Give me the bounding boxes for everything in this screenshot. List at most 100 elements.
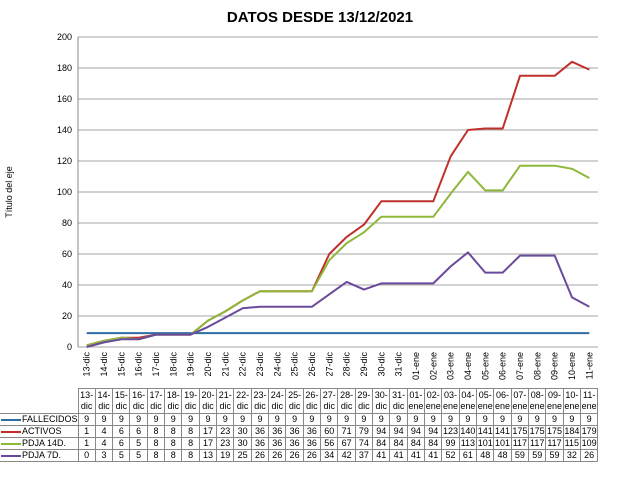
table-cell: 61 [458, 449, 478, 462]
legend-label: ACTIVOS [22, 426, 62, 437]
table-cell: 84 [424, 437, 443, 450]
table-cell: 113 [458, 437, 478, 450]
table-cell: 8 [146, 425, 166, 438]
table-cell: 9 [441, 413, 460, 426]
table-cell: 117 [528, 437, 547, 450]
table-cell: 84 [389, 437, 408, 450]
table-cell: 9 [424, 413, 443, 426]
table-cell: 1 [77, 437, 96, 450]
x-tick-label: 25-dic [290, 352, 300, 377]
table-cell: 36 [268, 425, 287, 438]
table-cell: 09-ene [545, 388, 564, 414]
table-cell: 9 [458, 413, 478, 426]
table-row: PDJA 7D. 0 3 5 5 8 8 8 13 19 25 26 26 26 26 34 42 37 41 41 4… [0, 449, 599, 462]
x-tick-label: 30-dic [376, 352, 386, 377]
table-cell: 08-ene [528, 388, 547, 414]
legend-label: FALLECIDOS [22, 414, 78, 425]
table-cell: 123 [441, 425, 460, 438]
table-cell: 36 [302, 437, 322, 450]
table-cell: 26 [302, 449, 322, 462]
table-cell: 5 [129, 449, 148, 462]
table-cell: 9 [250, 413, 270, 426]
table-cell: 17 [198, 425, 218, 438]
table-cell: 31-dic [389, 388, 408, 414]
x-tick-label: 20-dic [203, 352, 213, 377]
table-cell: 36 [285, 437, 304, 450]
table-cell: 56 [320, 437, 339, 450]
legend-swatch [1, 442, 21, 445]
table-cell: 28-dic [337, 388, 356, 414]
table-cell: 41 [389, 449, 408, 462]
table-cell: 94 [424, 425, 443, 438]
table-cell: 42 [337, 449, 356, 462]
table-cell: 9 [354, 413, 374, 426]
y-tick-label: 100 [57, 187, 72, 197]
y-tick-label: 40 [62, 280, 72, 290]
table-cell: 94 [389, 425, 408, 438]
table-cell: 9 [476, 413, 495, 426]
table-cell: 8 [164, 449, 183, 462]
table-cell: 41 [372, 449, 391, 462]
x-tick-label: 21-dic [220, 352, 230, 377]
table-cell: 9 [389, 413, 408, 426]
table-cell: 16-dic [129, 388, 148, 414]
x-tick-label: 02-ene [428, 352, 438, 380]
table-cell: 9 [528, 413, 547, 426]
x-tick-label: 24-dic [272, 352, 282, 377]
table-cell: 25-dic [285, 388, 304, 414]
table-cell: 117 [510, 437, 530, 450]
table-cell: 11-ene [580, 388, 599, 414]
x-tick-label: 01-ene [411, 352, 421, 380]
table-cell: 9 [493, 413, 512, 426]
table-cell: 41 [406, 449, 426, 462]
y-tick-label: 200 [57, 32, 72, 42]
table-cell: 6 [129, 425, 148, 438]
table-cell: 48 [476, 449, 495, 462]
table-cell: 59 [545, 449, 564, 462]
table-cell: 15-dic [112, 388, 131, 414]
legend-label: PDJA 7D. [22, 450, 62, 461]
table-cell: 0 [77, 449, 96, 462]
x-tick-label: 31-dic [394, 352, 404, 377]
table-cell: 18-dic [164, 388, 183, 414]
table-cell: 99 [441, 437, 460, 450]
table-cell: 41 [424, 449, 443, 462]
series-line [86, 164, 590, 347]
table-cell: 36 [250, 425, 270, 438]
table-cell: 17 [198, 437, 218, 450]
y-tick-label: 160 [57, 94, 72, 104]
table-cell: 10-ene [562, 388, 582, 414]
table-cell: 8 [146, 449, 166, 462]
series-line [86, 251, 590, 348]
table-cell: 19-dic [181, 388, 200, 414]
table-cell: 140 [458, 425, 478, 438]
table-cell: 8 [181, 437, 200, 450]
table-cell: 84 [372, 437, 391, 450]
y-tick-label: 20 [62, 311, 72, 321]
table-cell: 30-dic [372, 388, 391, 414]
table-cell: 20-dic [198, 388, 218, 414]
table-cell: 26 [285, 449, 304, 462]
table-cell: 117 [545, 437, 564, 450]
table-cell: 101 [476, 437, 495, 450]
table-cell: 59 [510, 449, 530, 462]
x-tick-label: 05-ene [480, 352, 490, 380]
table-cell: 5 [112, 449, 131, 462]
table-cell: 34 [320, 449, 339, 462]
x-tick-label: 07-ene [515, 352, 525, 380]
x-tick-label: 28-dic [342, 352, 352, 377]
table-cell: 30 [233, 437, 252, 450]
table-cell: 32 [562, 449, 582, 462]
table-cell: 184 [562, 425, 582, 438]
table-cell: 9 [164, 413, 183, 426]
table-cell: 30 [233, 425, 252, 438]
table-cell: 94 [406, 425, 426, 438]
table-cell: 21-dic [216, 388, 235, 414]
table-cell: 175 [510, 425, 530, 438]
table-cell: 71 [337, 425, 356, 438]
table-cell: FALLECIDOS [0, 413, 79, 426]
x-tick-label: 16-dic [134, 352, 144, 377]
x-tick-label: 15-dic [116, 352, 126, 377]
table-cell: 9 [285, 413, 304, 426]
table-cell: 36 [268, 437, 287, 450]
